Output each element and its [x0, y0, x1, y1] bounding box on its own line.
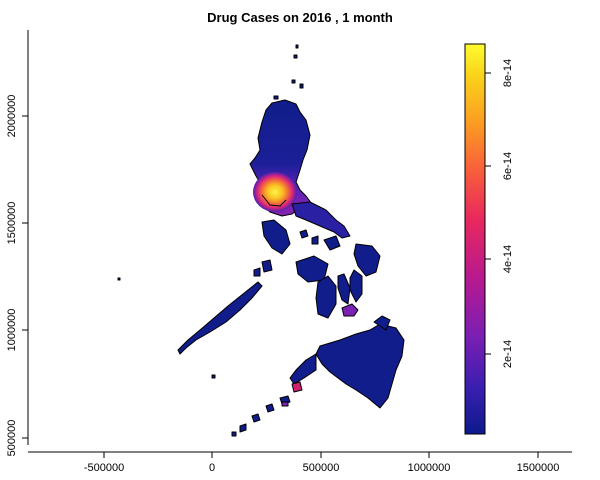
zamboanga-peninsula — [289, 353, 317, 385]
samar-island — [353, 243, 381, 277]
x-tick-label: -500000 — [84, 462, 124, 474]
y-tick-label: 1500000 — [6, 202, 18, 245]
palawan-island — [177, 281, 263, 355]
legend-gradient-bar — [464, 43, 486, 435]
color-legend: 2e-14 4e-14 6e-14 8e-14 — [464, 43, 514, 435]
chart-title: Drug Cases on 2016 , 1 month — [207, 10, 393, 25]
y-tick-label: 500000 — [6, 420, 18, 457]
cebu-island — [337, 273, 351, 305]
x-tick-label: 1500000 — [517, 462, 560, 474]
mindanao-island — [315, 323, 405, 409]
x-tick-label: 1000000 — [408, 462, 451, 474]
y-axis: 500000 1000000 1500000 2000000 — [6, 30, 29, 457]
mindoro-island — [261, 219, 291, 255]
y-tick-label: 1000000 — [6, 309, 18, 352]
sulu-archipelago — [231, 395, 291, 437]
bicol-peninsula — [291, 201, 351, 239]
x-axis: -500000 0 500000 1000000 1500000 — [28, 451, 572, 474]
x-tick-label: 500000 — [303, 462, 340, 474]
legend-tick-label: 4e-14 — [502, 245, 514, 273]
manila-hotspot — [253, 172, 297, 212]
legend-tick-label: 8e-14 — [502, 59, 514, 87]
negros-island — [315, 275, 337, 319]
legend-tick-label: 6e-14 — [502, 152, 514, 180]
leyte-island — [349, 269, 363, 303]
y-tick-label: 2000000 — [6, 95, 18, 138]
philippines-map — [117, 44, 405, 437]
legend-tick-label: 2e-14 — [502, 340, 514, 368]
x-tick-label: 0 — [209, 462, 215, 474]
panay-island — [295, 255, 329, 283]
bohol-island — [341, 303, 359, 317]
basilan-island — [291, 381, 303, 393]
